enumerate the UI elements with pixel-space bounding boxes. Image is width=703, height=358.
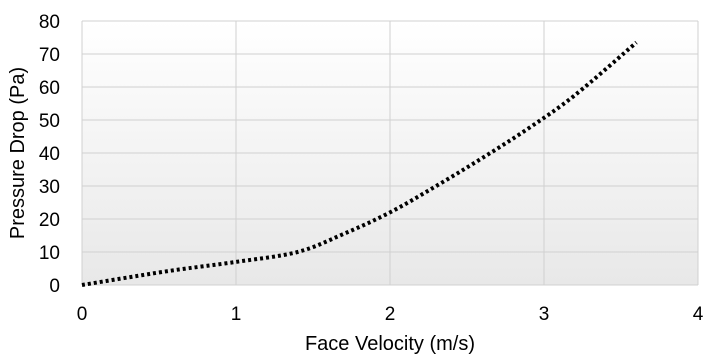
y-tick-label: 20 bbox=[39, 210, 60, 231]
y-axis-ticks: 0 10 20 30 40 50 60 70 80 bbox=[39, 12, 60, 297]
x-axis-ticks: 0 1 2 3 4 bbox=[77, 304, 703, 325]
y-tick-label: 80 bbox=[39, 12, 60, 33]
x-tick-label: 3 bbox=[539, 304, 550, 325]
x-tick-label: 0 bbox=[77, 304, 88, 325]
gridlines bbox=[81, 20, 699, 286]
y-tick-label: 70 bbox=[39, 45, 60, 66]
y-tick-label: 50 bbox=[39, 111, 60, 132]
y-tick-label: 0 bbox=[49, 276, 60, 297]
y-tick-label: 30 bbox=[39, 177, 60, 198]
y-tick-label: 60 bbox=[39, 78, 60, 99]
x-tick-label: 1 bbox=[231, 304, 242, 325]
x-tick-label: 4 bbox=[693, 304, 703, 325]
y-tick-label: 10 bbox=[39, 243, 60, 264]
y-tick-label: 40 bbox=[39, 144, 60, 165]
y-axis-title: Pressure Drop (Pa) bbox=[7, 67, 29, 239]
x-axis-title: Face Velocity (m/s) bbox=[305, 333, 475, 355]
series-line bbox=[81, 40, 638, 287]
x-tick-label: 2 bbox=[385, 304, 396, 325]
